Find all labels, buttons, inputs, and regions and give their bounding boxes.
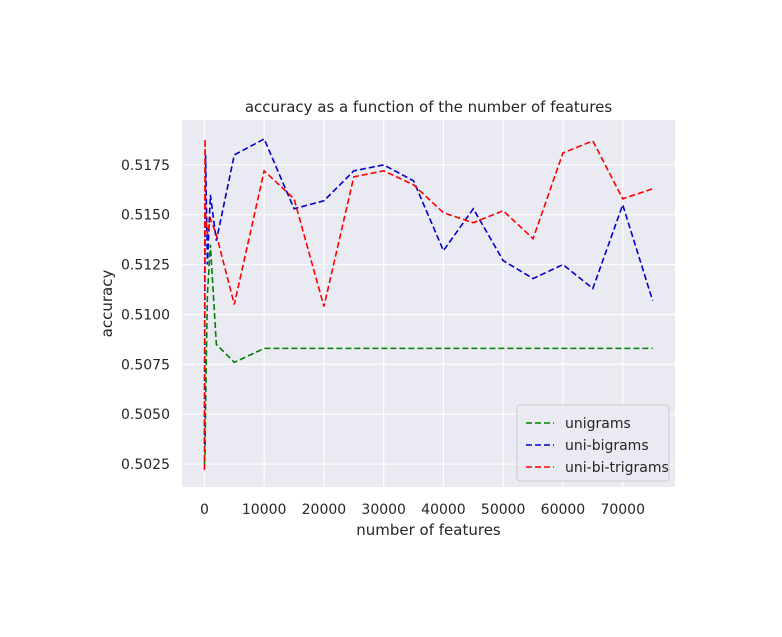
x-axis-label: number of features	[356, 521, 501, 539]
x-tick-label: 0	[200, 502, 209, 518]
x-tick-labels: 0 10000 20000 30000 40000 50000 60000 70000	[200, 502, 645, 518]
x-tick-label: 20000	[302, 502, 347, 518]
x-tick-label: 10000	[242, 502, 287, 518]
x-tick-label: 70000	[600, 502, 645, 518]
series-line-uni-bi-trigrams	[203, 138, 653, 471]
series-line-uni-bigrams	[203, 137, 654, 445]
x-tick-label: 50000	[481, 502, 526, 518]
y-tick-label: 0.5075	[121, 357, 170, 373]
legend-label: unigrams	[565, 416, 631, 432]
y-tick-labels: 0.5025 0.5050 0.5075 0.5100 0.5125 0.5150 0.51…	[121, 158, 170, 473]
y-tick-label: 0.5050	[121, 407, 170, 423]
legend-label: uni-bigrams	[565, 438, 649, 454]
chart-title: accuracy as a function of the number of …	[245, 98, 613, 116]
y-tick-label: 0.5100	[121, 307, 170, 323]
series-lines	[203, 137, 654, 471]
x-tick-label: 30000	[361, 502, 406, 518]
x-tick-label: 40000	[421, 502, 466, 518]
legend-label: uni-bi-trigrams	[565, 460, 669, 476]
y-tick-label: 0.5175	[121, 158, 170, 174]
y-tick-label: 0.5025	[121, 457, 170, 473]
series-line-unigrams	[203, 244, 653, 465]
legend-box	[516, 404, 670, 482]
y-tick-label: 0.5150	[121, 208, 170, 224]
y-tick-label: 0.5125	[121, 258, 170, 274]
x-tick-label: 60000	[541, 502, 586, 518]
legend: unigrams uni-bigrams uni-bi-trigrams	[516, 404, 670, 482]
y-axis-label: accuracy	[98, 270, 116, 338]
